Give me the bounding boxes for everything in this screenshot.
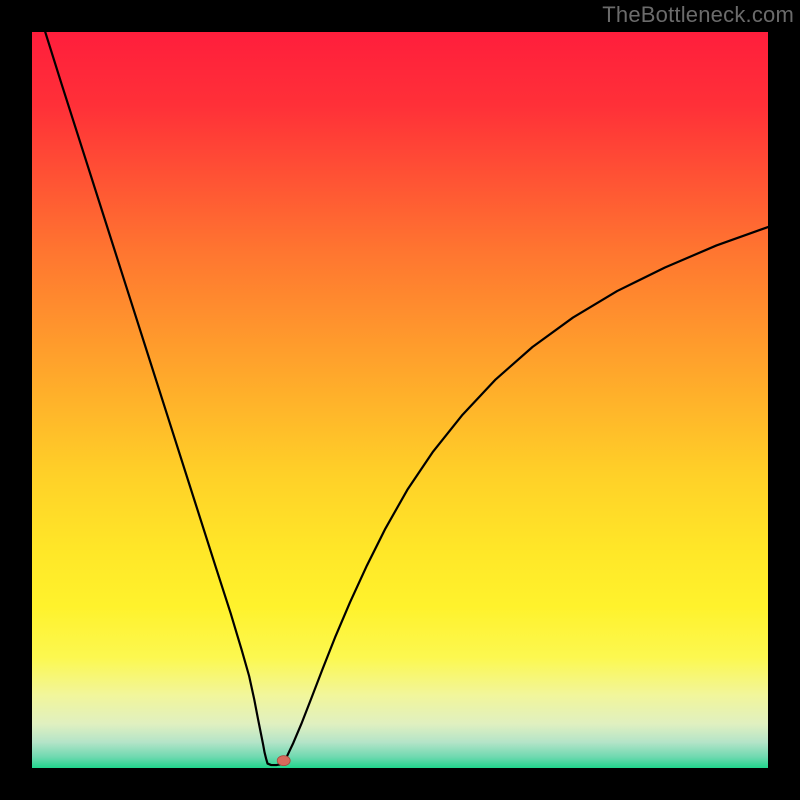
curve-layer [32,32,768,768]
plot-area [32,32,768,768]
chart-container: TheBottleneck.com [0,0,800,800]
watermark-text: TheBottleneck.com [602,2,794,28]
curve-minimum-marker [277,756,290,766]
gradient-background [32,32,768,768]
